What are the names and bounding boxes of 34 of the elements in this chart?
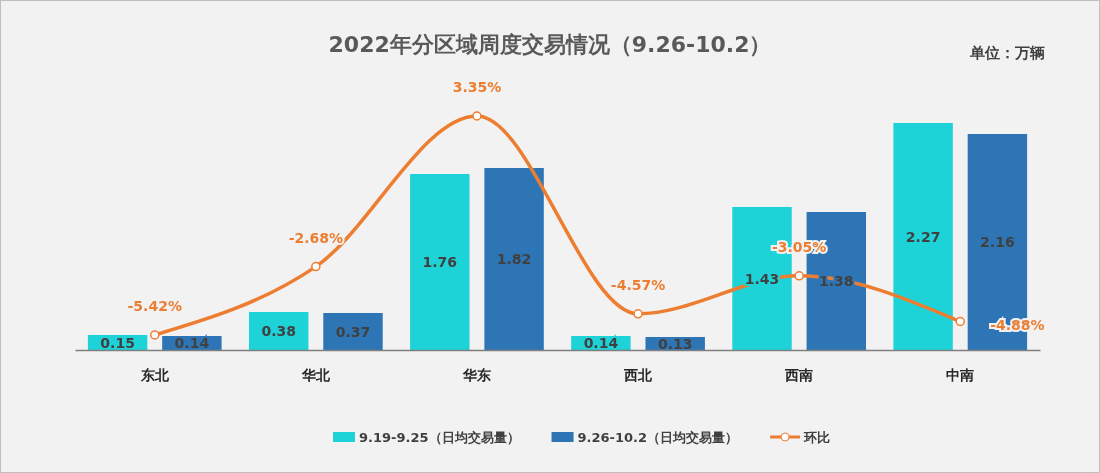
data-label: 2.27 [905,228,941,245]
x-tick-label: 西北 [623,367,654,383]
data-label: 0.37 [335,323,371,340]
bar [484,168,544,350]
data-label: 0.14 [583,335,619,351]
point [955,316,966,327]
x-tick-label: 中南 [946,367,975,383]
x-tick-label: 华东 [461,367,491,383]
point [311,261,321,272]
data-label: 1.76 [422,254,458,270]
legend-label: 环比 [803,430,831,445]
data-label: -5.42% [127,298,182,314]
point [794,271,804,281]
text: 单位：万辆 [969,44,1045,62]
data-label: 0.13 [657,335,693,352]
data-label: 0.14 [174,335,210,351]
legend-label: 9.26-10.2（日均交易量） [577,430,739,445]
bar [893,123,953,350]
x-tick-label: 华北 [300,367,331,383]
point [472,111,482,121]
data-label: -4.57% [610,276,666,293]
x-tick-label: 东北 [139,367,170,383]
data-label: 3.35% [452,79,502,95]
legend-label: 9.19-9.25（日均交易量） [359,430,520,445]
point [633,309,643,319]
bar [410,174,470,350]
data-label: 1.82 [496,251,532,267]
data-label: 2.16 [980,234,1015,250]
data-label: 0.15 [100,334,135,351]
x-tick-label: 西南 [784,367,814,383]
data-label: -2.68% [288,229,344,246]
point [150,330,160,340]
chart-title: 2022年分区域周度交易情况（9.26-10.2） [328,32,772,57]
data-label: 0.38 [261,323,296,339]
